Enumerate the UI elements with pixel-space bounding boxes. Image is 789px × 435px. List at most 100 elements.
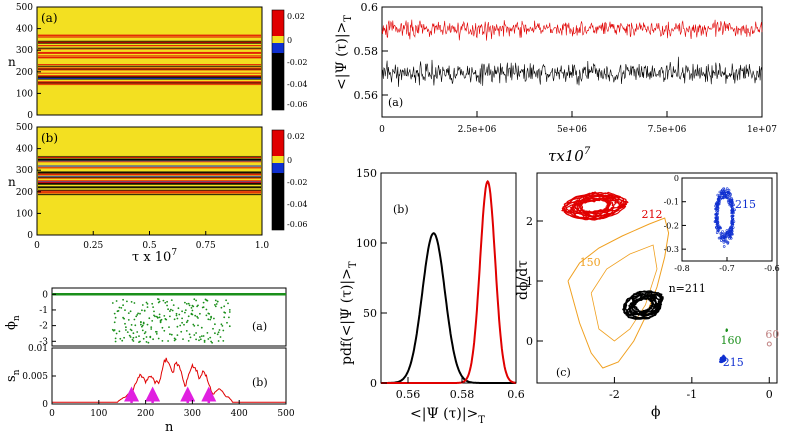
phi-point	[169, 310, 171, 312]
ytick-label: 0.58	[354, 45, 379, 58]
colorbar-tick-label: -0.04	[287, 80, 308, 89]
ytick-label: -0.2	[664, 221, 679, 230]
xtick-label: -0.8	[674, 264, 689, 273]
phi-point	[141, 309, 143, 312]
phi-point	[128, 334, 131, 337]
phi-point	[135, 336, 138, 338]
phi-point	[160, 318, 163, 321]
phi-point	[129, 336, 132, 338]
phi-point	[157, 337, 160, 340]
pdf-xlabel-text: <|Ψ (τ)|>	[410, 406, 478, 422]
phi-point	[184, 301, 186, 304]
inset-point	[724, 231, 727, 235]
phi-point	[153, 310, 155, 313]
s-n-arrows	[124, 386, 217, 403]
phi-point	[118, 330, 121, 333]
inset-point	[730, 222, 734, 226]
point-60	[766, 341, 772, 347]
ytick-label: 0.56	[354, 89, 379, 102]
colorbar-frame	[271, 129, 285, 231]
phi-point	[195, 332, 198, 334]
heatmap-stripe	[38, 83, 261, 86]
inset-point	[717, 195, 721, 198]
phi-point	[158, 300, 161, 303]
ytick-label: 100	[356, 237, 377, 250]
phi-point	[170, 308, 172, 311]
inset-point	[721, 196, 725, 200]
phi-point	[163, 315, 166, 317]
phi-point	[123, 317, 125, 320]
inset-point	[722, 245, 726, 248]
ytick-label: -1	[39, 306, 48, 316]
heatmap-stripe	[38, 167, 261, 169]
inset-point	[728, 227, 732, 231]
colorbar-a: 0.02 0 -0.02 -0.04 -0.06	[271, 9, 308, 111]
inset-point	[718, 226, 722, 230]
heatmap-stripe	[38, 183, 261, 185]
heatmap-stripe	[38, 182, 261, 184]
s-n-yticks: 0.01 0.005 0	[22, 344, 56, 410]
phi-point	[145, 336, 148, 338]
colorbar-tick-label: 0.02	[287, 12, 305, 21]
inset-point	[716, 223, 720, 226]
phi-point	[202, 301, 205, 304]
phi-point	[199, 312, 201, 315]
ytick-label: 50	[363, 307, 377, 320]
phi-point	[199, 338, 202, 341]
phi-point	[220, 323, 223, 326]
xtick-label: -0.6	[764, 264, 779, 273]
colorbar-segment	[272, 53, 284, 110]
inset-point	[731, 217, 735, 221]
heatmap-stripe	[38, 51, 261, 54]
phi-point	[154, 315, 156, 318]
inset-xticks: -0.8 -0.7 -0.6	[674, 257, 780, 273]
heatmap-stripe	[38, 155, 261, 158]
ytick-label: 100	[16, 89, 33, 99]
phi-point	[192, 323, 195, 326]
ytick-label: 0.6	[361, 1, 379, 14]
time-series-ylabel: <|Ψ (τ)|>T	[334, 15, 354, 90]
inset-point	[730, 200, 733, 204]
heatmap-stripe	[38, 181, 261, 183]
inset-point	[716, 206, 720, 210]
heatmap-stripe	[38, 40, 261, 42]
xtick-label: 200	[137, 409, 154, 419]
phi-point	[211, 341, 214, 344]
pdf-yticks: 0 50 100 150	[356, 167, 387, 390]
phi-point	[121, 339, 124, 342]
phi-point	[113, 329, 116, 331]
phi-point	[126, 300, 128, 303]
xtick-label: 0.6	[507, 388, 525, 401]
trajectory-211	[622, 290, 664, 320]
phi-n-ylabel-text: ϕ	[4, 321, 19, 330]
heatmap-stripe	[38, 177, 261, 179]
heatmap-stripe	[38, 180, 261, 182]
phi-point	[167, 308, 170, 311]
inset-point	[732, 220, 736, 223]
phi-point	[150, 326, 153, 328]
phi-point	[125, 329, 127, 331]
heatmap-b-yticks: 0 100 200 300 400 500	[16, 123, 41, 241]
ytick-label: 200	[16, 188, 33, 198]
phi-point	[156, 317, 159, 319]
series-line-black	[381, 56, 763, 87]
phi-point	[203, 341, 206, 343]
phi-point	[127, 319, 130, 321]
heatmap-stripe	[38, 64, 261, 66]
heatmap-b-label: (b)	[41, 131, 58, 145]
phi-point	[129, 310, 132, 313]
inset-point	[728, 194, 732, 197]
phi-point	[191, 309, 194, 312]
phi-point	[184, 309, 187, 311]
phase-annotation: 150	[580, 256, 601, 269]
phi-point	[189, 336, 192, 339]
phi-point	[225, 299, 228, 302]
heatmap-stripe	[38, 158, 261, 160]
phi-point	[206, 332, 209, 334]
heatmap-stripe	[38, 81, 261, 83]
phi-point	[142, 321, 145, 324]
colorbar-tick-label: 0.02	[287, 132, 305, 141]
heatmap-b-ylabel: n	[8, 175, 16, 189]
phi-point	[193, 334, 196, 336]
